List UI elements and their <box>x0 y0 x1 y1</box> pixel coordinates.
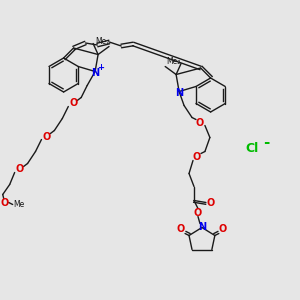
Text: O: O <box>42 131 51 142</box>
Text: O: O <box>196 118 204 128</box>
Text: O: O <box>16 164 24 175</box>
Text: Me₂: Me₂ <box>166 56 180 65</box>
Text: N: N <box>91 68 99 77</box>
Text: N: N <box>175 88 183 98</box>
Text: O: O <box>1 197 9 208</box>
Text: O: O <box>219 224 227 235</box>
Text: Me: Me <box>13 200 24 209</box>
Text: O: O <box>69 98 77 109</box>
Text: Cl: Cl <box>246 142 259 154</box>
Text: Me₂: Me₂ <box>95 37 109 46</box>
Text: +: + <box>98 63 105 72</box>
Text: O: O <box>194 208 202 218</box>
Text: O: O <box>207 199 215 208</box>
Text: N: N <box>198 223 206 232</box>
Text: -: - <box>263 136 269 151</box>
Text: O: O <box>193 152 201 161</box>
Text: O: O <box>177 224 185 235</box>
